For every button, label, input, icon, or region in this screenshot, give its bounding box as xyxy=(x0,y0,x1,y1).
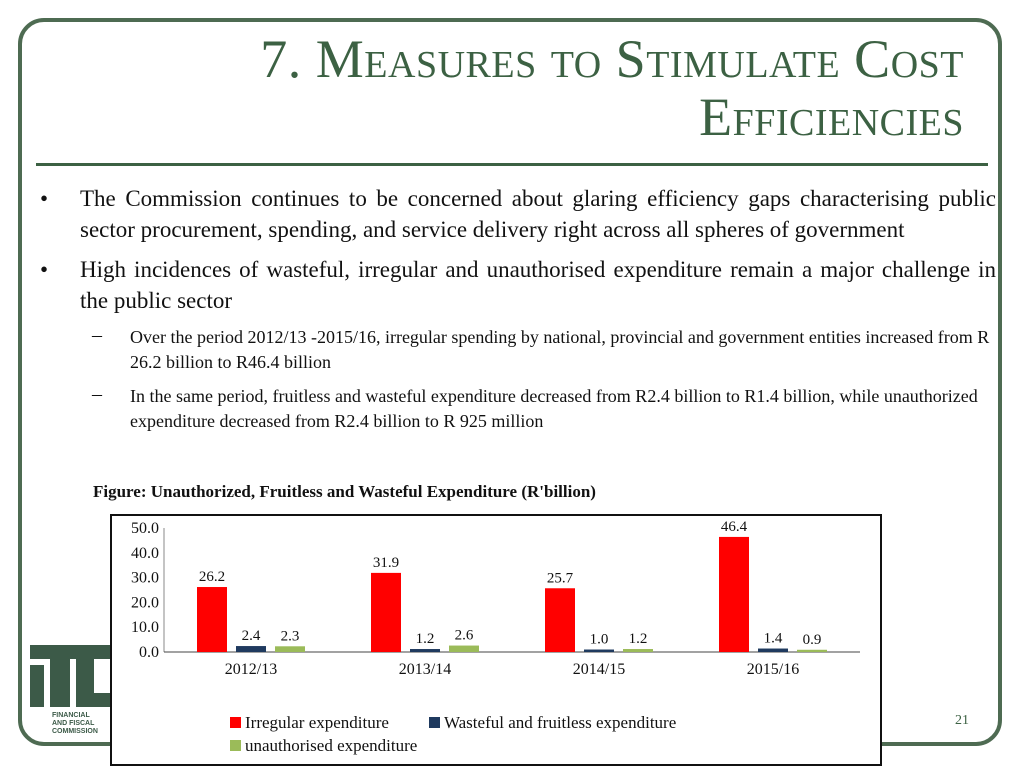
legend-item: Wasteful and fruitless expenditure xyxy=(428,711,677,734)
data-label: 1.2 xyxy=(629,631,648,647)
sub-bullet-item: – In the same period, fruitless and wast… xyxy=(40,383,996,434)
data-label: 25.7 xyxy=(547,570,574,586)
bar xyxy=(197,587,227,652)
legend-label: unauthorised expenditure xyxy=(245,736,418,755)
bar xyxy=(371,572,401,652)
x-tick-label: 2012/13 xyxy=(225,661,277,678)
chart-container: 0.0 10.0 20.0 30.0 40.0 50.0 26.2 2.4 2.3 2012/13… xyxy=(110,514,882,766)
y-tick-label: 0.0 xyxy=(139,644,159,661)
x-tick-label: 2013/14 xyxy=(399,661,451,678)
bullet-icon: • xyxy=(40,186,49,211)
sub-bullet-text: In the same period, fruitless and wastef… xyxy=(130,386,978,431)
page-number: 21 xyxy=(955,713,969,728)
legend-label: Irregular expenditure xyxy=(245,713,389,732)
bar xyxy=(719,536,749,652)
data-label: 2.6 xyxy=(455,628,474,644)
bullet-text: High incidences of wasteful, irregular a… xyxy=(80,257,996,313)
y-tick-label: 10.0 xyxy=(131,619,159,636)
bar xyxy=(545,588,575,652)
data-label: 26.2 xyxy=(199,569,225,585)
bar xyxy=(236,646,266,652)
y-tick-label: 30.0 xyxy=(131,570,159,587)
data-label: 0.9 xyxy=(803,632,822,648)
bullet-icon: • xyxy=(40,257,49,282)
legend-swatch xyxy=(428,717,440,728)
bullet-list: • The Commission continues to be concern… xyxy=(40,183,996,443)
chart-legend: Irregular expenditure Wasteful and fruit… xyxy=(230,711,716,757)
legend-swatch xyxy=(230,717,241,728)
data-label: 2.4 xyxy=(242,628,261,644)
legend-swatch xyxy=(230,740,241,751)
bar xyxy=(758,648,788,652)
legend-item: Irregular expenditure xyxy=(230,711,389,734)
dash-icon: – xyxy=(92,383,102,405)
y-tick-label: 50.0 xyxy=(131,520,159,537)
data-label: 46.4 xyxy=(721,519,748,535)
bar xyxy=(275,646,305,652)
dash-icon: – xyxy=(92,324,102,346)
x-tick-label: 2015/16 xyxy=(747,661,799,678)
ffc-logo-icon xyxy=(30,645,118,707)
bar xyxy=(623,649,653,652)
legend-item: unauthorised expenditure xyxy=(230,734,417,757)
bullet-item: • The Commission continues to be concern… xyxy=(40,183,996,245)
y-tick-label: 40.0 xyxy=(131,545,159,562)
bar xyxy=(449,645,479,652)
bar xyxy=(797,649,827,652)
bullet-text: The Commission continues to be concerned… xyxy=(80,186,996,242)
sub-bullet-item: – Over the period 2012/13 -2015/16, irre… xyxy=(40,324,996,375)
x-tick-label: 2014/15 xyxy=(573,661,625,678)
data-label: 1.4 xyxy=(764,631,783,647)
data-label: 2.3 xyxy=(281,628,300,644)
sub-bullet-text: Over the period 2012/13 -2015/16, irregu… xyxy=(130,327,990,372)
legend-label: Wasteful and fruitless expenditure xyxy=(443,713,677,732)
bar-chart: 0.0 10.0 20.0 30.0 40.0 50.0 26.2 2.4 2.3 2012/13… xyxy=(131,519,860,678)
bullet-item: • High incidences of wasteful, irregular… xyxy=(40,254,996,316)
y-tick-label: 20.0 xyxy=(131,594,159,611)
figure-caption: Figure: Unauthorized, Fruitless and Wast… xyxy=(93,482,596,501)
data-label: 1.2 xyxy=(416,631,435,647)
data-label: 31.9 xyxy=(373,555,399,571)
bar xyxy=(584,649,614,652)
title-rule xyxy=(36,163,988,166)
bar xyxy=(410,649,440,652)
slide-title: 7. Measures to Stimulate Cost Efficienci… xyxy=(260,29,964,147)
logo-text: FINANCIAL AND FISCAL COMMISSION xyxy=(52,712,98,735)
data-label: 1.0 xyxy=(590,632,609,648)
